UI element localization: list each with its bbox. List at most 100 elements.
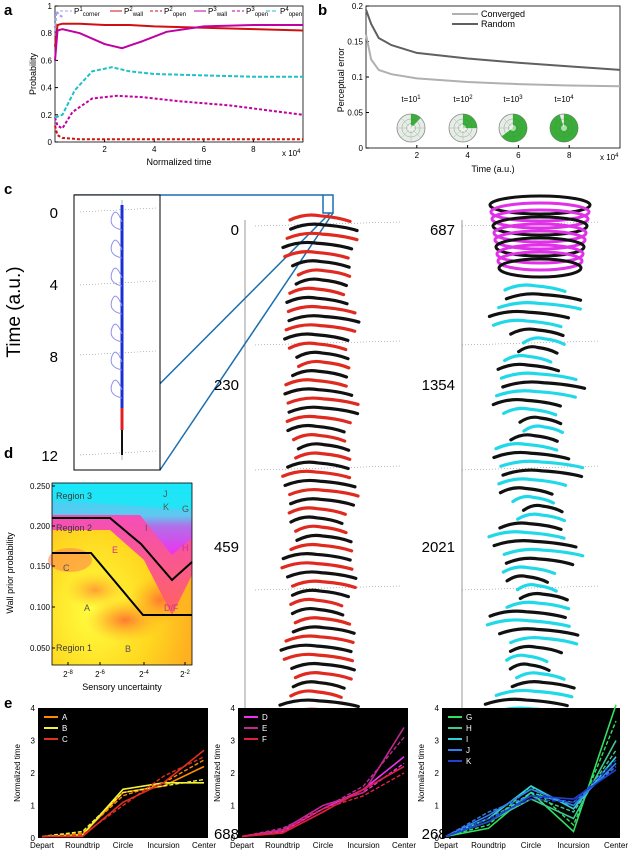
c3-trajectory-loop bbox=[497, 301, 582, 311]
c3-top-ring bbox=[493, 229, 587, 251]
e-xtick-label: Center bbox=[392, 841, 416, 850]
b-inset-label: t=103 bbox=[503, 95, 523, 104]
d-point-label: K bbox=[163, 502, 169, 512]
c2-trajectory-loop bbox=[290, 588, 350, 599]
panel-a-axes-box bbox=[54, 5, 304, 143]
c2-trajectory-loop bbox=[295, 533, 353, 544]
c2-trajectory-loop bbox=[286, 304, 357, 315]
c3-top-ring bbox=[494, 236, 586, 258]
e-legend-label: B bbox=[62, 724, 67, 733]
d-point-label: A bbox=[84, 603, 90, 613]
c3-top-ring bbox=[490, 208, 590, 230]
e-ytick-label: 3 bbox=[435, 737, 440, 746]
panel-d-ylabel: Wall prior probability bbox=[5, 532, 15, 614]
e-subplot-bg bbox=[442, 708, 620, 838]
c3-trajectory-loop bbox=[498, 521, 563, 531]
c2-trajectory-loop bbox=[289, 542, 354, 553]
legend-converged: Converged bbox=[481, 9, 525, 19]
d-point-label: B bbox=[125, 644, 131, 654]
c2-trajectory-loop bbox=[288, 286, 346, 297]
e-legend-label: G bbox=[466, 713, 472, 722]
c-grid-line bbox=[461, 465, 601, 471]
a-ytick-label: 0.4 bbox=[41, 84, 53, 93]
d-ytick-label: 0.250 bbox=[30, 482, 51, 491]
e-series-line-dashed bbox=[41, 778, 205, 838]
c3-tick-label: 687 bbox=[430, 222, 455, 239]
a-ytick-label: 0 bbox=[48, 138, 53, 147]
c3-trajectory-loop bbox=[505, 574, 549, 584]
c3-trajectory-loop bbox=[501, 565, 557, 576]
e-ytick-label: 0 bbox=[31, 834, 36, 843]
c2-trajectory-loop bbox=[294, 277, 348, 288]
c3-trajectory-loop bbox=[518, 591, 569, 602]
c3-trajectory-loop bbox=[498, 627, 580, 637]
panel-a-legend: P1corner P2wall P2open P3wall P3open P4o… bbox=[60, 7, 302, 18]
c2-trajectory-loop bbox=[291, 433, 347, 443]
legend-random: Random bbox=[481, 19, 515, 29]
c1-tick-label: 4 bbox=[50, 277, 58, 294]
c3-trajectory-loop bbox=[515, 671, 566, 681]
d-xtick-label: 2-4 bbox=[139, 670, 149, 679]
c2-trajectory-loop bbox=[289, 222, 359, 233]
d-region-label: Region 1 bbox=[56, 643, 92, 653]
e-subplot-1: 0 1 2 3 4 Depart Roundtrip Circle Incursion Cente… bbox=[213, 704, 416, 850]
panel-d-axes-box bbox=[51, 482, 193, 666]
c2-trajectory-loop bbox=[288, 213, 352, 223]
e-ytick-label: 2 bbox=[435, 769, 440, 778]
panel-d-heatmap: 2-8 2-6 2-4 2-2 0.050 0.100 0.150 0.200 0.250 Re… bbox=[5, 482, 193, 692]
c2-tick-label: 0 bbox=[231, 222, 239, 239]
c3-trajectory-loop bbox=[521, 503, 564, 514]
e-legend-label: A bbox=[62, 713, 68, 722]
c1-tick-label: 12 bbox=[41, 448, 58, 465]
c2-trajectory-loop bbox=[291, 625, 356, 635]
d-ytick-label: 0.200 bbox=[30, 522, 51, 531]
e-series-line bbox=[445, 762, 617, 838]
c2-trajectory-loop bbox=[291, 259, 351, 269]
e-series-line-dashed bbox=[41, 759, 205, 838]
c2-trajectory-loop bbox=[287, 341, 348, 352]
e-series-line bbox=[445, 769, 617, 838]
c2-trajectory-loop bbox=[289, 689, 343, 699]
c3-trajectory-loop bbox=[487, 309, 571, 320]
d-point-label: H bbox=[182, 543, 189, 553]
e-legend-label: D bbox=[262, 713, 268, 722]
c3-trajectory-loop bbox=[510, 680, 576, 690]
c2-trajectory-loop bbox=[296, 268, 352, 278]
c2-trajectory-loop bbox=[282, 652, 355, 663]
c3-trajectory-loop bbox=[508, 662, 551, 672]
a-xtick-label: 4 bbox=[152, 145, 157, 154]
a-series-line-5 bbox=[54, 66, 303, 119]
panel-b-xlabel: Time (a.u.) bbox=[471, 164, 514, 174]
c-grid-line bbox=[254, 465, 401, 471]
c3-trajectory-loop bbox=[494, 389, 577, 399]
c3-trajectory-loop bbox=[515, 583, 558, 593]
e-series-line-dashed bbox=[445, 765, 617, 838]
e-xtick-label: Depart bbox=[30, 841, 55, 850]
c3-trajectory-loop bbox=[508, 644, 563, 655]
c3-trajectory-loop bbox=[511, 494, 555, 505]
e-ylabel: Normalized time bbox=[13, 744, 22, 802]
c1-tick-label: 8 bbox=[50, 349, 58, 366]
e-xtick-label: Circle bbox=[113, 841, 134, 850]
c3-trajectory-loop bbox=[504, 292, 583, 302]
c2-trajectory-loop bbox=[284, 378, 348, 388]
c3-trajectory-loop bbox=[522, 424, 565, 435]
d-ytick-label: 0.150 bbox=[30, 562, 51, 571]
d-point-label: C bbox=[63, 563, 70, 573]
c1-tick-label: 0 bbox=[50, 205, 58, 222]
c2-trajectory-loop bbox=[291, 680, 346, 690]
e-series-line-dashed bbox=[445, 762, 617, 838]
c-grid-line bbox=[79, 280, 157, 286]
c3-trajectory-loop bbox=[485, 618, 571, 628]
c3-trajectory-loop bbox=[497, 477, 568, 487]
b-inset-label: t=102 bbox=[453, 95, 473, 104]
legend-p2open: P2open bbox=[164, 7, 186, 18]
legend-p4open: P4open bbox=[280, 7, 302, 18]
c2-trajectory-loop bbox=[290, 579, 357, 590]
c2-trajectory-loop bbox=[289, 597, 344, 608]
b-inset-center bbox=[510, 125, 516, 131]
d-region-label: Region 2 bbox=[56, 523, 92, 533]
b-series-line-0 bbox=[365, 34, 621, 88]
c1-loop bbox=[110, 379, 123, 399]
